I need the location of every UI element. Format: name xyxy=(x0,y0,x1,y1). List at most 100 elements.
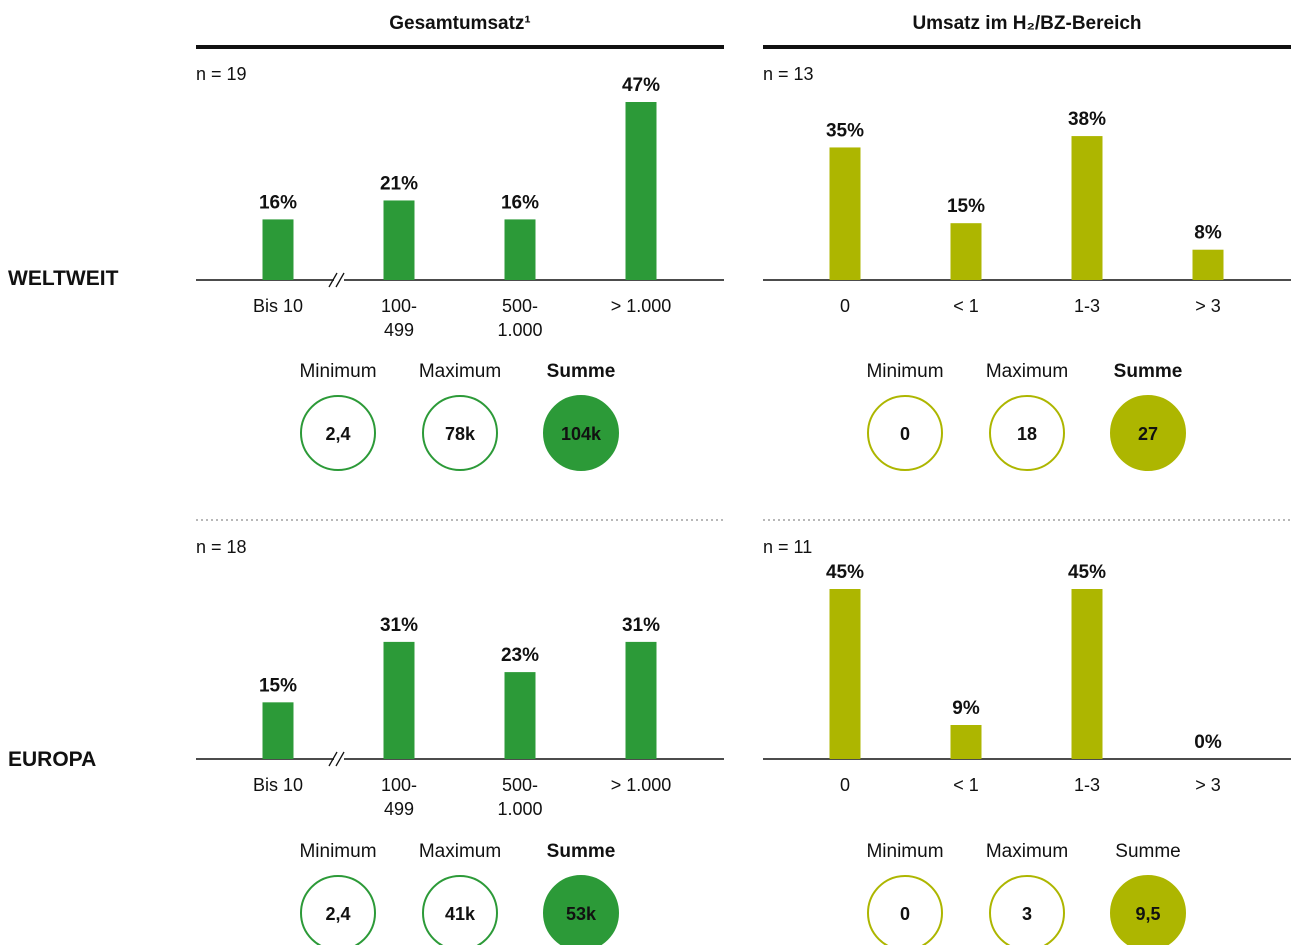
bar xyxy=(504,219,536,280)
category-tick-label: 500-1.000 xyxy=(497,296,542,340)
stat-value-sum: 104k xyxy=(561,424,602,444)
bar xyxy=(950,725,982,759)
data-label: 45% xyxy=(826,562,864,583)
category-tick-label: > 1.000 xyxy=(611,296,672,316)
data-label: 15% xyxy=(947,196,985,217)
data-label: 16% xyxy=(259,192,297,213)
stat-value-max: 41k xyxy=(445,904,476,924)
axis-break-mark xyxy=(328,751,338,767)
stat-label-max: Maximum xyxy=(419,841,501,862)
stat-value-max: 18 xyxy=(1017,424,1037,444)
data-label: 35% xyxy=(826,120,864,141)
header-h2-revenue: Umsatz im H₂/BZ-Bereich xyxy=(912,13,1141,34)
stat-value-sum: 9,5 xyxy=(1135,904,1160,924)
data-label: 23% xyxy=(501,645,539,666)
category-tick-label: > 3 xyxy=(1195,296,1221,316)
stat-label-min: Minimum xyxy=(299,841,376,862)
bar xyxy=(262,702,294,759)
bar xyxy=(262,219,294,280)
sample-size-label: n = 18 xyxy=(196,537,247,557)
category-tick-label: Bis 10 xyxy=(253,775,303,795)
chart-europa-total: n = 18 15% Bis 10 31% 100-499 23% 500-1.000 31%… xyxy=(196,537,724,945)
stat-value-min: 2,4 xyxy=(325,904,350,924)
stat-label-max: Maximum xyxy=(986,361,1068,382)
bar xyxy=(829,147,861,280)
chart-welt-h2: n = 13 35% 0 15% < 1 38% 1-3 8% > 3 Minimum 0 Maxim… xyxy=(763,64,1291,471)
stat-value-max: 78k xyxy=(445,424,476,444)
sample-size-label: n = 11 xyxy=(763,537,812,557)
stat-circle-min xyxy=(300,875,376,945)
stat-value-min: 0 xyxy=(900,904,910,924)
category-tick-label: < 1 xyxy=(953,775,979,795)
chart-panels: n = 19 16% Bis 10 21% 100-499 16% 500-1.000 47%… xyxy=(196,64,1291,945)
axis-break-mark xyxy=(335,751,345,767)
bar xyxy=(383,641,415,759)
stat-label-max: Maximum xyxy=(419,361,501,382)
data-label: 15% xyxy=(259,675,297,696)
stat-label-sum: Summe xyxy=(547,361,616,382)
stat-value-max: 3 xyxy=(1022,904,1032,924)
stat-value-min: 0 xyxy=(900,424,910,444)
stat-circle-sum xyxy=(543,395,619,471)
stat-circle-min xyxy=(867,875,943,945)
axis-break-mark xyxy=(335,272,345,288)
data-label: 31% xyxy=(380,615,418,636)
axis-break-mark xyxy=(328,272,338,288)
category-tick-label: 100-499 xyxy=(381,296,417,340)
chart-europa-h2: n = 11 45% 0 9% < 1 45% 1-3 0% > 3 Minimum 0 Maximu… xyxy=(763,537,1291,945)
stat-value-sum: 27 xyxy=(1138,424,1158,444)
sample-size-label: n = 13 xyxy=(763,64,814,84)
category-tick-label: < 1 xyxy=(953,296,979,316)
data-label: 38% xyxy=(1068,109,1106,130)
stat-circle-max xyxy=(422,875,498,945)
category-tick-label: 500-1.000 xyxy=(497,775,542,819)
stat-label-sum: Summe xyxy=(1115,841,1180,862)
data-label: 45% xyxy=(1068,562,1106,583)
category-tick-label: 0 xyxy=(840,775,850,795)
row-label-weltweit: WELTWEIT xyxy=(8,267,119,290)
category-tick-label: 0 xyxy=(840,296,850,316)
bar xyxy=(504,672,536,759)
bar xyxy=(625,641,657,759)
data-label: 9% xyxy=(952,698,980,719)
category-tick-label: > 1.000 xyxy=(611,775,672,795)
category-tick-label: 1-3 xyxy=(1074,775,1100,795)
data-label: 0% xyxy=(1194,732,1222,753)
stat-circle-sum xyxy=(543,875,619,945)
bar xyxy=(950,223,982,280)
stat-label-sum: Summe xyxy=(1114,361,1183,382)
bar xyxy=(625,102,657,280)
bar xyxy=(1192,249,1224,280)
category-tick-label: > 3 xyxy=(1195,775,1221,795)
stat-label-max: Maximum xyxy=(986,841,1068,862)
stat-circle-sum xyxy=(1110,395,1186,471)
bar xyxy=(383,200,415,280)
bar xyxy=(1071,136,1103,280)
stat-circle-sum xyxy=(1110,875,1186,945)
data-label: 31% xyxy=(622,615,660,636)
stat-value-min: 2,4 xyxy=(325,424,350,444)
stat-value-sum: 53k xyxy=(566,904,597,924)
stat-label-min: Minimum xyxy=(299,361,376,382)
stat-label-sum: Summe xyxy=(547,841,616,862)
stat-label-min: Minimum xyxy=(866,361,943,382)
category-tick-label: Bis 10 xyxy=(253,296,303,316)
header-total-revenue: Gesamtumsatz¹ xyxy=(389,13,531,34)
sample-size-label: n = 19 xyxy=(196,64,247,84)
stat-circle-max xyxy=(422,395,498,471)
data-label: 21% xyxy=(380,173,418,194)
data-label: 16% xyxy=(501,192,539,213)
stat-circle-min xyxy=(867,395,943,471)
category-tick-label: 100-499 xyxy=(381,775,417,819)
stat-circle-max xyxy=(989,395,1065,471)
category-tick-label: 1-3 xyxy=(1074,296,1100,316)
data-label: 8% xyxy=(1194,223,1222,244)
row-label-europa: EUROPA xyxy=(8,748,96,771)
stat-circle-max xyxy=(989,875,1065,945)
stat-label-min: Minimum xyxy=(866,841,943,862)
data-label: 47% xyxy=(622,75,660,96)
bar xyxy=(1071,589,1103,759)
chart-welt-total: n = 19 16% Bis 10 21% 100-499 16% 500-1.000 47%… xyxy=(196,64,724,471)
bar xyxy=(829,589,861,759)
